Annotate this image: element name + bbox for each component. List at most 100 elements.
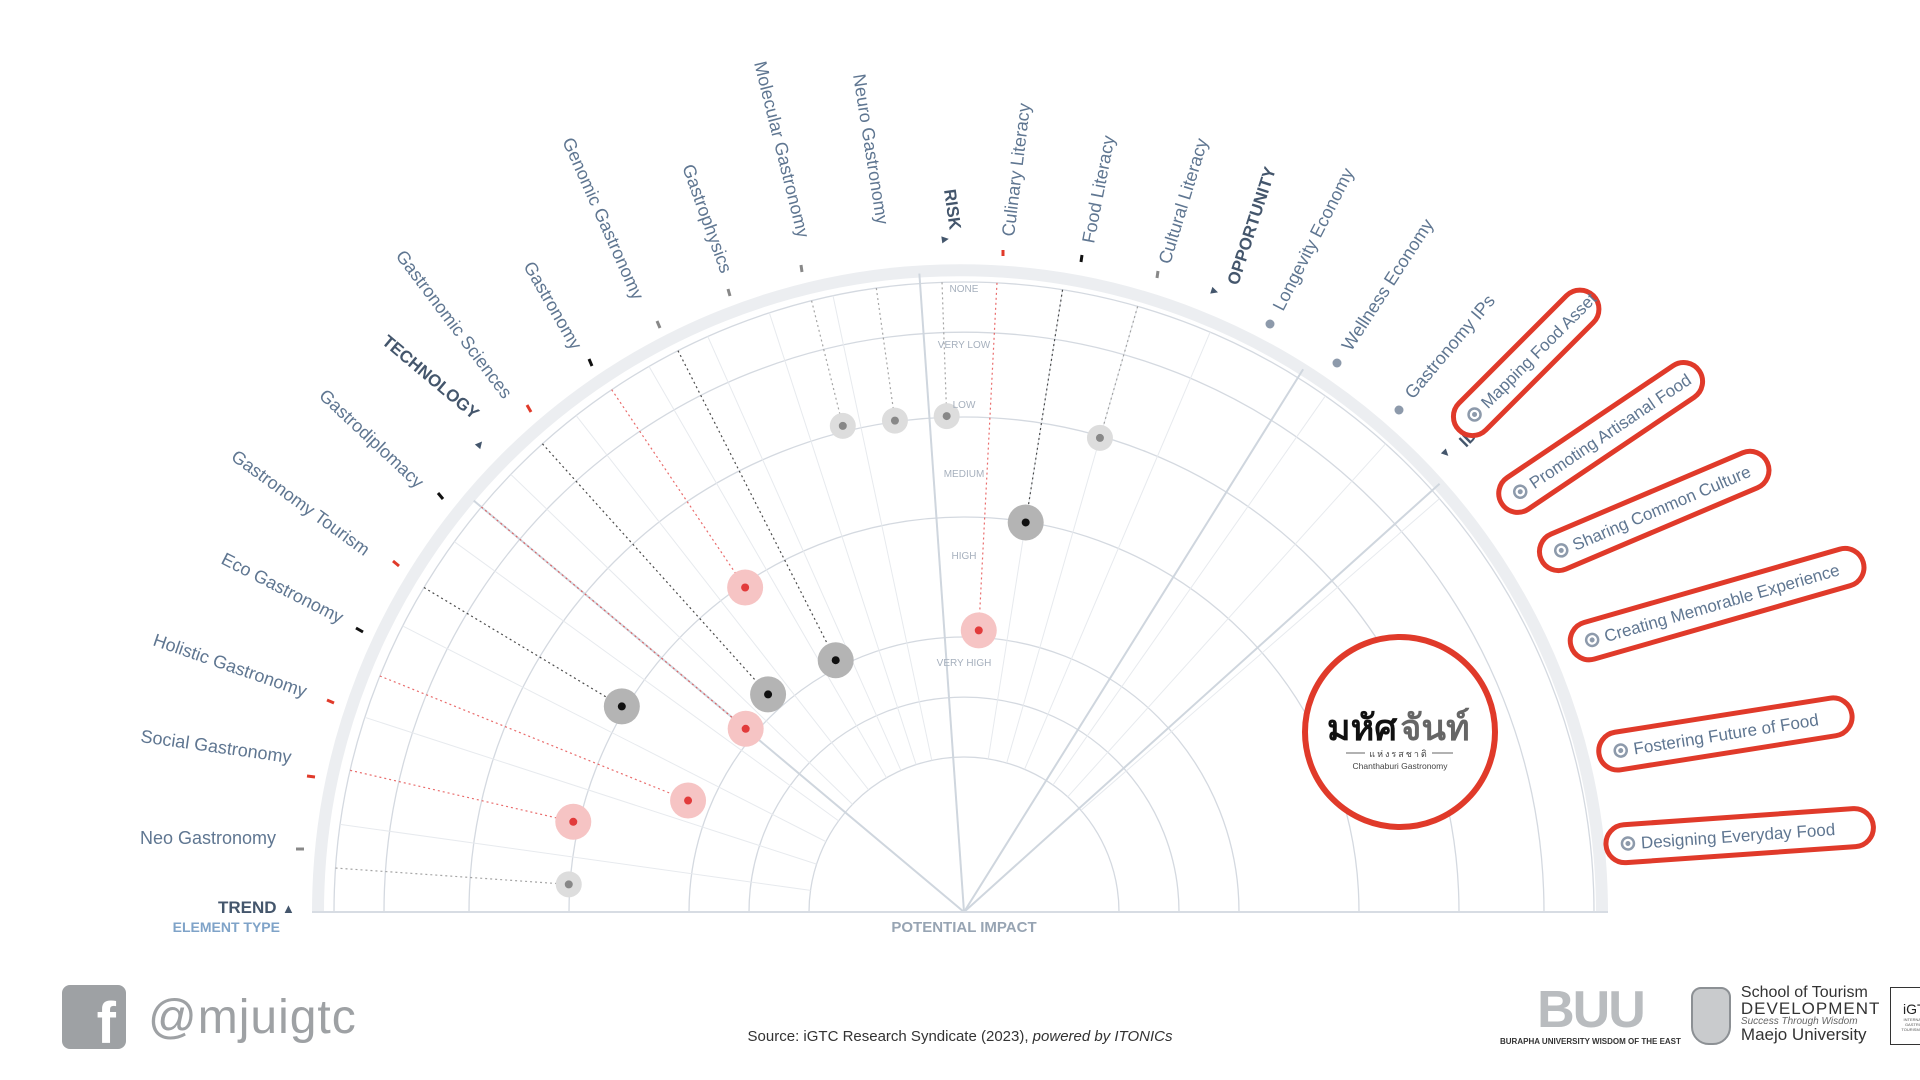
- idea-pill-frame: [1536, 448, 1772, 574]
- tick-diplomacy: [436, 492, 445, 500]
- idea-bullet-dot: [1558, 547, 1564, 553]
- tick-molecular: [799, 264, 804, 273]
- dot-food[interactable]: [1021, 518, 1030, 527]
- tick-holistic: [326, 698, 335, 705]
- sector-divider: [963, 483, 1441, 913]
- dot-social[interactable]: [569, 817, 578, 826]
- dot-tourism[interactable]: [741, 724, 750, 733]
- logo-ring: [1302, 634, 1498, 830]
- label-gastronomic-sciences: Gastronomic Sciences: [392, 246, 516, 402]
- opportunity-markers: [1265, 319, 1404, 415]
- dot-holistic[interactable]: [684, 796, 693, 805]
- trend-arrow-icon: ▲: [282, 901, 295, 916]
- dot-sciences[interactable]: [741, 583, 750, 592]
- idea-bullet-icon: [1467, 407, 1482, 422]
- idea-pill-frame: [1496, 360, 1706, 515]
- label-neuro-gastronomy: Neuro Gastronomy: [849, 72, 893, 225]
- idea-bullet-icon: [1584, 632, 1600, 648]
- impact-ring: [808, 756, 1120, 913]
- social-handle[interactable]: f @mjuigtc: [62, 985, 357, 1053]
- label-gastrophysics: Gastrophysics: [678, 162, 736, 276]
- tick-social: [306, 774, 316, 779]
- idea-label: Mapping Food Asset: [1477, 289, 1600, 412]
- leader-molecular: [875, 288, 896, 421]
- logo-english: Chanthaburi Gastronomy: [1353, 761, 1449, 771]
- idea-pill-4[interactable]: Creating Memorable Experience: [1566, 544, 1869, 664]
- idea-label: Sharing Common Culture: [1570, 462, 1754, 554]
- ring-label-medium: MEDIUM: [944, 469, 985, 480]
- leader-sciences: [611, 389, 746, 588]
- logo-thai-a: มหัศ: [1327, 707, 1398, 748]
- label-genomic-gastronomy: Genomic Gastronomy: [558, 134, 647, 302]
- handle-text: @mjuigtc: [148, 990, 357, 1044]
- technology-arrow-icon: ▲: [471, 435, 489, 453]
- label-food-literacy: Food Literacy: [1078, 134, 1118, 245]
- grid-spoke: [768, 312, 917, 765]
- leader-gastronomy: [677, 350, 837, 661]
- element-dots: [555, 403, 1113, 898]
- school-line-2: DEVELOPMENT: [1740, 999, 1881, 1018]
- dot-neuro[interactable]: [942, 412, 951, 421]
- ring-label-none: NONE: [950, 284, 979, 295]
- buu-sub-b: UNIVERSITY: [1539, 1037, 1590, 1046]
- label-holistic-gastronomy: Holistic Gastronomy: [151, 630, 310, 701]
- label-neo-gastronomy: Neo Gastronomy: [140, 828, 276, 848]
- impact-ring: [333, 281, 1595, 913]
- label-gastronomy: Gastronomy: [520, 258, 586, 353]
- tick-gastronomy: [587, 358, 594, 367]
- idea-bullet-icon: [1512, 484, 1528, 499]
- grid-spoke: [1080, 498, 1440, 811]
- grid-spoke: [575, 415, 869, 791]
- label-wellness-economy: Wellness Economy: [1338, 215, 1438, 354]
- sector-risk: RISK: [940, 188, 965, 232]
- school-line-3: Success Through Wisdom: [1740, 1016, 1858, 1027]
- idea-bullet-dot: [1589, 637, 1595, 643]
- leader-physics: [811, 300, 844, 427]
- dot-molecular[interactable]: [890, 416, 899, 425]
- dot-culinary[interactable]: [974, 626, 983, 635]
- dot-cultural[interactable]: [1095, 433, 1104, 442]
- dot-physics[interactable]: [838, 421, 847, 430]
- idea-bullet-dot: [1625, 840, 1631, 846]
- idea-pill-5[interactable]: Fostering Future of Food: [1596, 695, 1855, 773]
- ring-label-very-low: VERY LOW: [938, 340, 991, 351]
- school-of-tourism-logo: School of Tourism DEVELOPMENT Success Th…: [1740, 984, 1881, 1044]
- tick-eco: [355, 626, 364, 634]
- impact-ring: [748, 696, 1180, 913]
- leader-culinary: [978, 282, 998, 631]
- grid-spoke: [1006, 306, 1139, 764]
- sector-trend: TREND: [218, 898, 277, 917]
- maejo-crest-icon: [1690, 987, 1731, 1045]
- dot-diplomacy[interactable]: [764, 690, 773, 699]
- facebook-letter: f: [96, 991, 116, 1056]
- buu-sub-a: BURAPHA: [1500, 1037, 1540, 1046]
- dot-gastronomy[interactable]: [831, 656, 840, 665]
- outer-band: [312, 264, 1608, 913]
- partner-logos: BUU BURAPHA UNIVERSITY WISDOM OF THE EAS…: [1500, 984, 1920, 1046]
- dot-eco[interactable]: [617, 702, 626, 711]
- grid-spoke: [402, 625, 827, 843]
- tick-cultural: [1155, 270, 1160, 279]
- idea-pill-6[interactable]: Designing Everyday Food: [1603, 806, 1876, 866]
- school-line-1: School of Tourism: [1740, 984, 1868, 1001]
- idea-pill-frame: [1596, 695, 1855, 773]
- facebook-icon: f: [62, 985, 126, 1053]
- source-note: Source: iGTC Research Syndicate (2023), …: [0, 1028, 1920, 1045]
- idea-label: Creating Memorable Experience: [1602, 561, 1842, 646]
- label-molecular-gastronomy: Molecular Gastronomy: [750, 59, 813, 240]
- school-line-4: Maejo University: [1740, 1025, 1867, 1044]
- source-prefix: Source: iGTC Research Syndicate (2023),: [747, 1028, 1033, 1045]
- ring-label-low: LOW: [953, 400, 976, 411]
- impact-rings: [333, 281, 1595, 913]
- risk-arrow-icon: ▲: [938, 232, 954, 246]
- idea-bullet-dot: [1618, 748, 1624, 754]
- label-longevity-economy: Longevity Economy: [1269, 165, 1358, 314]
- logo-thai-sub: แห่งรสชาติ: [1369, 749, 1428, 759]
- igtc-text: iGTC: [1903, 1000, 1920, 1017]
- tick-sciences: [525, 404, 533, 413]
- ring-labels: NONE VERY LOW LOW MEDIUM HIGH VERY HIGH: [937, 284, 992, 669]
- impact-ring: [383, 331, 1545, 913]
- sector-divider: [963, 368, 1304, 913]
- dot-neo[interactable]: [564, 880, 573, 889]
